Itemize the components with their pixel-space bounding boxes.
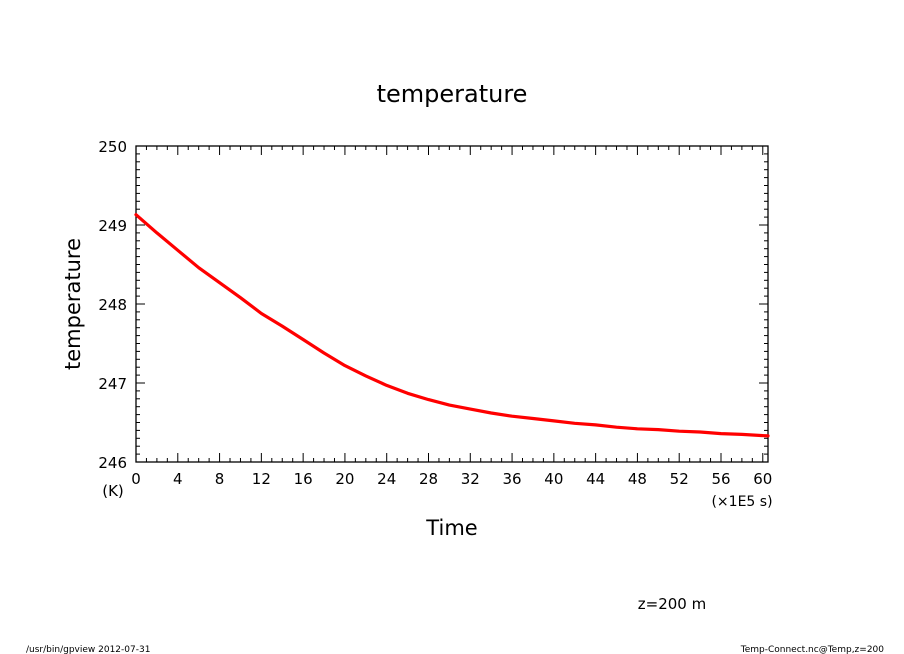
x-tick-label: 32 (461, 470, 480, 488)
y-axis-ticks (136, 145, 768, 463)
x-tick-label: 8 (215, 470, 225, 488)
x-tick-label: 52 (670, 470, 689, 488)
x-tick-label: 56 (711, 470, 730, 488)
x-axis-unit: (×1E5 s) (711, 494, 772, 510)
x-tick-label: 28 (419, 470, 438, 488)
x-tick-label: 24 (377, 470, 396, 488)
y-tick-label: 248 (98, 296, 127, 314)
footer-right-info: Temp-Connect.nc@Temp,z=200 (740, 645, 885, 654)
x-tick-label: 0 (131, 470, 141, 488)
x-tick-label: 48 (628, 470, 647, 488)
temperature-series-line (134, 213, 770, 438)
x-axis-ticks (135, 146, 764, 462)
y-axis-tick-labels: 246 247 248 249 250 (98, 138, 127, 472)
plot-frame (135, 145, 769, 463)
y-tick-label: 250 (98, 138, 127, 156)
x-tick-label: 36 (503, 470, 522, 488)
level-annotation: z=200 m (638, 595, 706, 613)
y-tick-label: 246 (98, 454, 127, 472)
x-tick-label: 44 (586, 470, 605, 488)
x-tick-label: 16 (294, 470, 313, 488)
x-tick-label: 12 (252, 470, 271, 488)
x-axis-tick-labels: 0 4 8 12 16 20 24 28 32 36 40 44 48 52 56 60 (131, 470, 772, 488)
footer-left-info: /usr/bin/gpview 2012-07-31 (26, 645, 150, 654)
x-tick-label: 40 (544, 470, 563, 488)
x-tick-label: 60 (753, 470, 772, 488)
x-axis-label: Time (425, 516, 477, 540)
y-axis-unit: (K) (102, 482, 124, 500)
x-tick-label: 4 (173, 470, 183, 488)
chart-title: temperature (377, 80, 528, 108)
y-tick-label: 249 (98, 217, 127, 235)
x-tick-label: 20 (335, 470, 354, 488)
y-axis-label: temperature (61, 238, 85, 370)
y-tick-label: 247 (98, 375, 127, 393)
